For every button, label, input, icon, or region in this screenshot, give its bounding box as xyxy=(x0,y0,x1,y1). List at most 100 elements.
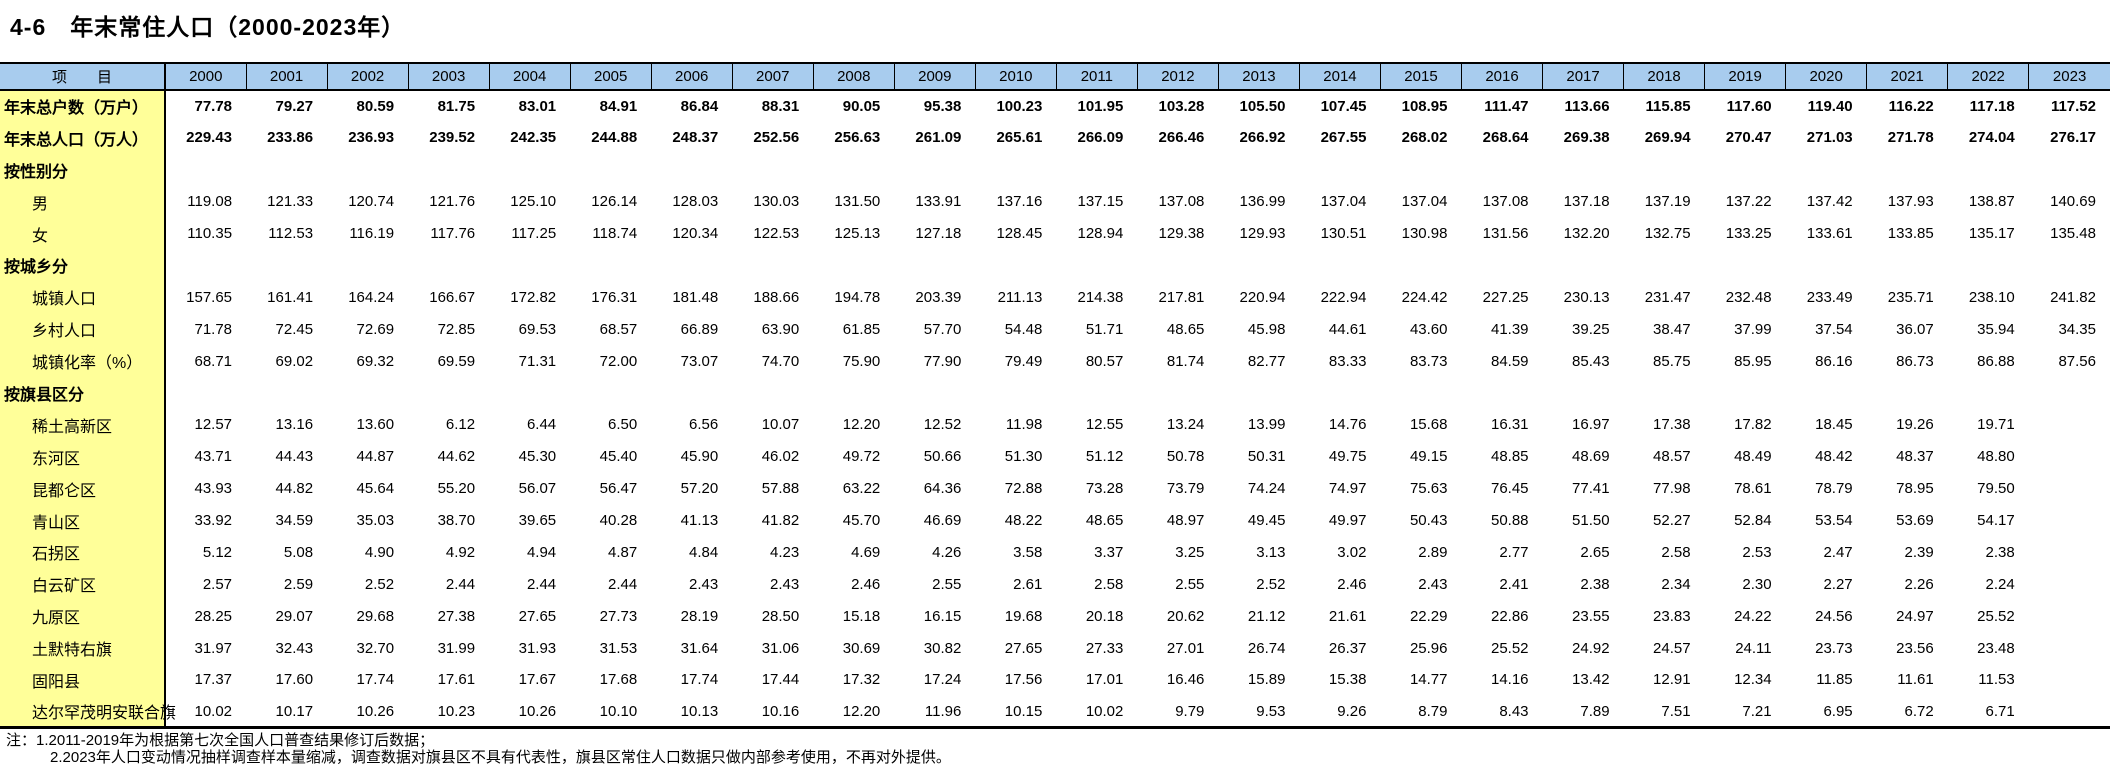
population-table: 项 目 2000 2001 2002 2003 2004 2005 2006 2007 2008 2… xyxy=(0,62,2110,730)
value-cell: 4.26 xyxy=(932,543,962,561)
value-cell: 110.35 xyxy=(187,225,233,242)
value-cell xyxy=(570,249,651,281)
table-header: 项 目 2000 2001 2002 2003 2004 2005 2006 2007 2008 2… xyxy=(0,63,2110,91)
value-cell: 27.38 xyxy=(437,607,476,625)
value-cell: 276.17 xyxy=(2050,129,2096,147)
value-cell: 66.89 xyxy=(680,320,719,338)
value-cell: 133.25 xyxy=(1725,225,1772,242)
value-cell: 222.94 xyxy=(1320,288,1367,306)
value-cell xyxy=(2029,154,2110,186)
value-cell: 27.65 xyxy=(1004,639,1043,657)
value-cell: 235.71 xyxy=(1887,288,1934,306)
row-label: 固阳县 xyxy=(0,664,166,696)
value-cell: 137.04 xyxy=(1320,193,1367,211)
value-cell: 79.27 xyxy=(275,97,314,115)
value-cell xyxy=(732,154,813,186)
value-cell: 137.22 xyxy=(1725,193,1772,211)
value-cell: 136.99 xyxy=(1239,193,1286,211)
value-cell: 56.47 xyxy=(599,480,638,498)
year-header: 2006 xyxy=(650,63,733,91)
value-cell: 135.17 xyxy=(1968,225,2015,242)
value-cell: 117.18 xyxy=(1969,97,2015,115)
row-label: 东河区 xyxy=(0,440,166,473)
value-cell xyxy=(1867,377,1948,409)
value-cell: 4.23 xyxy=(770,543,800,561)
value-cell xyxy=(1624,377,1705,409)
value-cell xyxy=(165,377,246,409)
value-cell xyxy=(408,154,489,186)
value-cell: 50.66 xyxy=(923,448,962,466)
value-cell: 23.73 xyxy=(1815,639,1853,657)
value-cell: 128.94 xyxy=(1077,225,1124,242)
value-cell: 29.68 xyxy=(356,607,395,625)
value-cell: 85.95 xyxy=(1734,352,1772,370)
value-cell: 16.97 xyxy=(1572,416,1610,434)
year-header: 2015 xyxy=(1379,63,1462,91)
value-cell: 120.74 xyxy=(348,193,395,211)
value-cell: 10.10 xyxy=(599,702,638,720)
value-cell xyxy=(1624,154,1705,186)
value-cell: 15.68 xyxy=(1409,416,1448,434)
value-cell: 137.08 xyxy=(1158,193,1205,211)
value-cell: 88.31 xyxy=(761,97,800,115)
year-header: 2018 xyxy=(1623,63,1705,91)
value-cell: 81.75 xyxy=(437,97,476,115)
value-cell: 101.95 xyxy=(1077,97,1124,115)
value-cell: 188.66 xyxy=(753,288,800,306)
value-cell: 35.94 xyxy=(1977,320,2015,338)
value-cell: 2.58 xyxy=(1661,543,1691,561)
value-cell: 13.60 xyxy=(356,416,395,434)
value-cell: 7.51 xyxy=(1661,702,1691,720)
value-cell xyxy=(1543,377,1624,409)
value-cell: 2.55 xyxy=(932,575,962,593)
value-cell: 12.57 xyxy=(194,416,233,434)
value-cell: 121.33 xyxy=(267,193,314,211)
value-cell: 39.25 xyxy=(1572,320,1610,338)
value-cell: 137.18 xyxy=(1563,193,1610,211)
value-cell: 4.69 xyxy=(851,543,881,561)
value-cell xyxy=(1786,377,1867,409)
value-cell: 4.94 xyxy=(526,543,557,561)
year-header: 2022 xyxy=(1947,63,2029,91)
value-cell: 12.34 xyxy=(1734,671,1772,689)
value-cell: 176.31 xyxy=(591,288,638,306)
value-cell: 48.42 xyxy=(1815,448,1853,466)
value-cell: 11.85 xyxy=(1816,671,1853,689)
value-cell: 39.65 xyxy=(518,512,557,530)
row-label: 乡村人口 xyxy=(0,313,166,346)
value-cell: 271.03 xyxy=(1806,129,1853,147)
value-cell: 268.02 xyxy=(1401,129,1448,147)
value-cell: 9.53 xyxy=(1256,702,1286,720)
table-row: 城镇人口 157.65 161.41 164.24 166.67 172.82 176.31… xyxy=(0,281,2110,314)
value-cell: 45.64 xyxy=(356,480,395,498)
value-cell: 24.97 xyxy=(1896,607,1934,625)
year-header: 2007 xyxy=(731,63,814,91)
value-cell xyxy=(1137,154,1218,186)
value-cell xyxy=(1948,154,2029,186)
table-row: 按旗县区分 xyxy=(0,377,2110,409)
value-cell: 84.91 xyxy=(599,97,638,115)
value-cell xyxy=(732,249,813,281)
value-cell xyxy=(2029,409,2110,441)
value-cell: 45.70 xyxy=(842,512,881,530)
value-cell: 2.46 xyxy=(851,575,881,593)
value-cell: 6.12 xyxy=(445,416,476,434)
row-label: 石拐区 xyxy=(0,536,166,569)
value-cell: 4.84 xyxy=(689,543,719,561)
year-header: 2002 xyxy=(326,63,409,91)
value-cell xyxy=(813,377,894,409)
value-cell: 41.82 xyxy=(761,512,800,530)
value-cell: 14.77 xyxy=(1409,671,1448,689)
row-label: 白云矿区 xyxy=(0,568,166,601)
value-cell: 50.78 xyxy=(1166,448,1205,466)
value-cell: 111.47 xyxy=(1484,97,1529,115)
value-cell: 77.78 xyxy=(194,97,233,115)
value-cell: 49.72 xyxy=(842,448,881,466)
value-cell: 17.37 xyxy=(194,671,233,689)
value-cell: 231.47 xyxy=(1644,288,1691,306)
value-cell: 2.43 xyxy=(689,575,719,593)
value-cell: 119.08 xyxy=(187,193,233,211)
row-label: 土默特右旗 xyxy=(0,632,166,665)
value-cell: 17.82 xyxy=(1734,416,1772,434)
